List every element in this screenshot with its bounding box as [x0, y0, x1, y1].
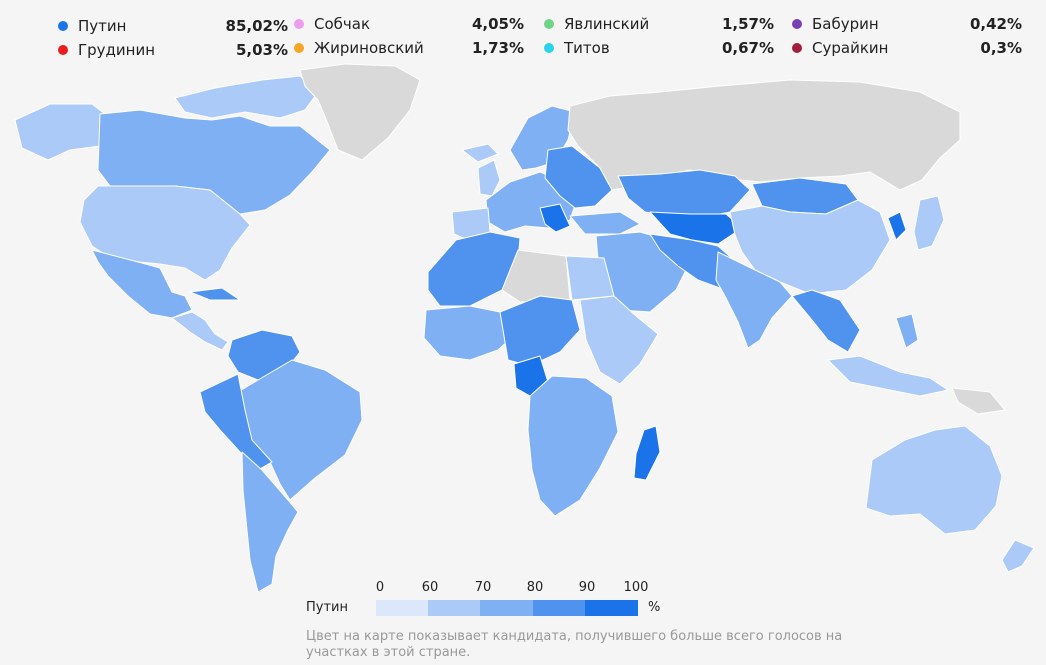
legend-item-grudinin: Грудинин 5,03% [58, 39, 288, 61]
legend-value: 0,67% [721, 39, 774, 57]
legend-value: 1,73% [471, 39, 524, 57]
scale-segment [480, 600, 533, 616]
legend-name: Грудинин [78, 41, 156, 59]
region-argentina-chile[interactable] [241, 451, 299, 593]
sobchak-dot-icon [294, 19, 304, 29]
legend-item-zhirinovsky: Жириновский 1,73% [294, 37, 524, 59]
scale-label: Путин [306, 600, 348, 615]
legend-value: 0,42% [969, 15, 1022, 33]
scale-tick: 70 [474, 580, 492, 595]
region-north-africa[interactable] [427, 231, 521, 307]
region-australia[interactable] [865, 425, 1003, 535]
candidate-legend: Путин 85,02% Грудинин 5,03% Собчак 4,05%… [0, 0, 1046, 70]
region-horn-of-africa[interactable] [579, 295, 659, 385]
legend-name: Бабурин [812, 15, 879, 33]
scale-segment [428, 600, 480, 616]
region-central-africa[interactable] [499, 295, 581, 367]
region-indonesia[interactable] [827, 355, 949, 397]
legend-item-baburin: Бабурин 0,42% [792, 13, 1022, 35]
titov-dot-icon [544, 43, 554, 53]
legend-item-sobchak: Собчак 4,05% [294, 13, 524, 35]
region-mexico[interactable] [91, 249, 193, 319]
scale-segment [585, 600, 638, 616]
scale-segment [533, 600, 585, 616]
legend-name: Сурайкин [812, 39, 889, 57]
legend-item-putin: Путин 85,02% [58, 15, 288, 37]
region-canada-arctic[interactable] [174, 75, 319, 119]
scale-segment [376, 600, 428, 616]
region-central-america[interactable] [171, 311, 229, 351]
legend-name: Титов [564, 39, 610, 57]
region-iceland[interactable] [461, 143, 499, 163]
legend-name: Жириновский [314, 39, 424, 57]
world-choropleth-map [14, 63, 1035, 593]
legend-value: 4,05% [471, 15, 524, 33]
region-india[interactable] [715, 251, 793, 349]
legend-value: 5,03% [235, 41, 288, 59]
scale-tick: 90 [578, 580, 596, 595]
suraykin-dot-icon [792, 43, 802, 53]
region-peru-bolivia[interactable] [199, 373, 273, 471]
region-southern-africa[interactable] [527, 375, 619, 517]
region-korea[interactable] [887, 211, 907, 241]
region-usa[interactable] [79, 185, 251, 281]
legend-item-yavlinsky: Явлинский 1,57% [544, 13, 774, 35]
region-japan[interactable] [913, 195, 945, 251]
region-turkey[interactable] [569, 211, 641, 235]
scale-tick: 60 [421, 580, 439, 595]
scale-tick: 80 [526, 580, 544, 595]
legend-name: Собчак [314, 15, 371, 33]
legend-value: 85,02% [225, 17, 288, 35]
legend-value: 1,57% [721, 15, 774, 33]
region-caribbean[interactable] [189, 287, 241, 301]
region-russia[interactable] [567, 79, 961, 191]
region-uk[interactable] [477, 159, 501, 197]
region-central-asia[interactable] [649, 211, 743, 245]
region-kazakhstan[interactable] [617, 169, 751, 219]
region-greenland[interactable] [299, 63, 421, 161]
map-footnote: Цвет на карте показывает кандидата, полу… [306, 629, 843, 660]
region-new-guinea[interactable] [951, 387, 1006, 415]
legend-value: 0,3% [980, 39, 1022, 57]
putin-dot-icon [58, 21, 68, 31]
region-madagascar[interactable] [633, 425, 661, 481]
scale-tick: 100 [623, 580, 649, 595]
grudinin-dot-icon [58, 45, 68, 55]
legend-name: Путин [78, 17, 127, 35]
legend-item-suraykin: Сурайкин 0,3% [792, 37, 1022, 59]
yavlinsky-dot-icon [544, 19, 554, 29]
region-philippines[interactable] [895, 313, 919, 349]
legend-item-titov: Титов 0,67% [544, 37, 774, 59]
region-china[interactable] [729, 199, 891, 295]
zhirinovsky-dot-icon [294, 43, 304, 53]
region-eastern-europe[interactable] [544, 145, 613, 209]
legend-name: Явлинский [564, 15, 650, 33]
region-new-zealand[interactable] [1001, 539, 1035, 573]
scale-unit: % [648, 600, 661, 615]
region-alaska[interactable] [14, 103, 106, 161]
baburin-dot-icon [792, 19, 802, 29]
scale-tick: 0 [375, 580, 385, 595]
region-southeast-asia[interactable] [791, 289, 861, 353]
region-balkans[interactable] [539, 203, 571, 233]
region-west-africa[interactable] [423, 305, 521, 361]
color-scale-legend: Путин 0 60 70 80 90 100 % [300, 578, 720, 618]
